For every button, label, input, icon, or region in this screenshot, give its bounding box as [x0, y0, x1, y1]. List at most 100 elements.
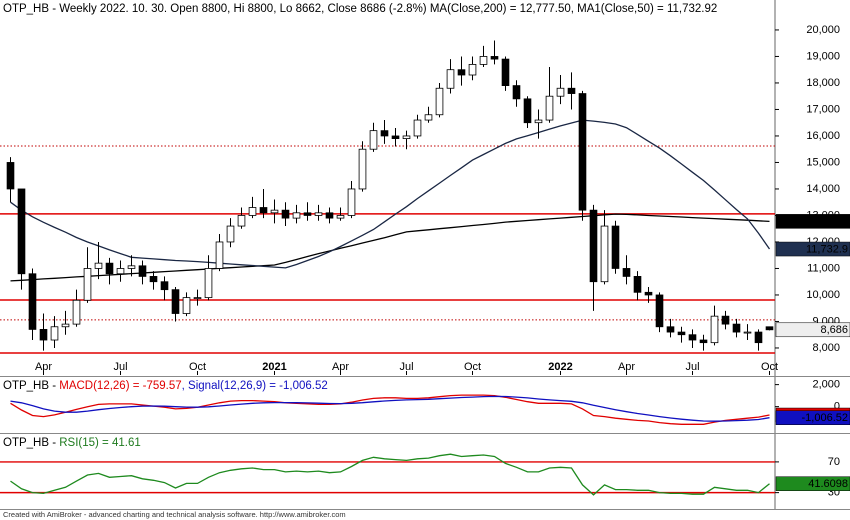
x-tick-label: Oct — [464, 361, 481, 373]
candle-body — [72, 299, 81, 325]
candle-body — [534, 119, 543, 124]
x-tick-label: Jul — [399, 361, 413, 373]
y-tick-label: 0 — [834, 401, 840, 413]
candle-body — [435, 87, 444, 116]
candle-body — [17, 188, 26, 275]
y-tick-label: 16,000 — [806, 130, 840, 142]
candle-body — [83, 268, 92, 301]
y-tick-label: 70 — [828, 456, 840, 468]
candle-body — [512, 85, 521, 100]
candle-body — [171, 289, 180, 314]
y-tick-label: 2,000 — [812, 379, 840, 391]
x-tick-label: Jul — [113, 361, 127, 373]
y-tick-label: 17,000 — [806, 103, 840, 115]
candle-body — [380, 130, 389, 137]
y-tick-label: 15,000 — [806, 156, 840, 168]
candle-body — [578, 93, 587, 211]
x-tick-label: Oct — [761, 361, 778, 373]
end-value-label-box — [775, 410, 850, 425]
x-tick-label: 2021 — [262, 361, 286, 373]
candle-body — [754, 331, 763, 344]
candle-body — [336, 215, 345, 219]
end-value-label-box — [775, 476, 850, 491]
candle-body — [281, 209, 290, 219]
candle-body — [479, 56, 488, 65]
candle-body — [743, 331, 752, 334]
y-tick-label: 18,000 — [806, 77, 840, 89]
last-close-label-box — [775, 322, 850, 338]
candle-body — [611, 225, 620, 269]
chart-title: OTP_HB - Weekly 2022. 10. 30. Open 8800,… — [3, 3, 717, 15]
candle-body — [710, 315, 719, 344]
candle-body — [314, 212, 323, 216]
candle-body — [699, 339, 708, 344]
candle-body — [545, 95, 554, 121]
candle-body — [39, 329, 48, 341]
candle-body — [413, 119, 422, 137]
candle-body — [61, 323, 70, 328]
x-tick-label: 2022 — [548, 361, 572, 373]
header-part: OTP_HB - — [3, 437, 59, 449]
candle-body — [303, 212, 312, 216]
header-part: RSI(15) = 41.61 — [59, 437, 141, 449]
candle-body — [677, 331, 686, 336]
candle-body — [622, 268, 631, 277]
header-part: MACD(12,26) = -759.57 — [59, 380, 181, 392]
candle-body — [688, 334, 697, 341]
candle-body — [270, 209, 279, 214]
candle-body — [490, 56, 499, 60]
candle-body — [633, 276, 642, 293]
candle-body — [259, 207, 268, 214]
y-tick-label: 10,000 — [806, 289, 840, 301]
header-part: OTP_HB - — [3, 380, 59, 392]
moving-average — [10, 213, 770, 282]
candle-body — [28, 273, 37, 330]
candle-body — [149, 276, 158, 283]
candle-body — [402, 135, 411, 140]
candle-body — [193, 297, 202, 300]
candle-body — [6, 162, 15, 190]
candle-body — [589, 209, 598, 283]
candle-body — [182, 297, 191, 314]
header-part: , Signal(12,26,9) = -1,006.52 — [182, 380, 328, 392]
indicator-line — [10, 394, 770, 425]
y-tick-label: 8,000 — [812, 342, 840, 354]
x-tick-label: Apr — [332, 361, 349, 373]
candle-body — [325, 212, 334, 219]
candle-body — [369, 130, 378, 150]
plot-layer: 8,0009,00010,00011,00012,00013,00014,000… — [0, 24, 850, 499]
candle-body — [567, 87, 576, 94]
last-close-label: 8,686 — [820, 324, 848, 336]
x-tick-label: Oct — [189, 361, 206, 373]
candle-body — [204, 268, 213, 299]
candle-body — [523, 98, 532, 124]
candle-body — [248, 207, 257, 216]
indicator-line — [10, 453, 770, 496]
y-tick-label: 11,000 — [807, 262, 840, 274]
panel-header: OTP_HB - MACD(12,26) = -759.57, Signal(1… — [3, 380, 328, 392]
candle-body — [732, 323, 741, 333]
x-tick-label: Apr — [35, 361, 52, 373]
candle-body — [358, 148, 367, 190]
x-tick-label: Apr — [618, 361, 635, 373]
candle-body — [237, 215, 246, 227]
candle-body — [501, 58, 510, 87]
candle-body — [457, 69, 466, 76]
y-tick-label: 20,000 — [806, 24, 840, 36]
indicator-line — [10, 395, 770, 422]
candle-body — [765, 326, 774, 331]
panel-header: OTP_HB - RSI(15) = 41.61 — [3, 437, 141, 449]
end-value-label-box — [775, 214, 850, 229]
candle-body — [215, 241, 224, 269]
candle-body — [138, 265, 147, 277]
candle-body — [424, 114, 433, 121]
candle-body — [391, 135, 400, 140]
candle-body — [94, 262, 103, 269]
candle-body — [347, 188, 356, 216]
y-tick-label: 14,000 — [806, 183, 840, 195]
end-value-label: 12,777.5 — [805, 216, 848, 228]
candle-body — [721, 315, 730, 325]
x-tick-label: Jul — [685, 361, 699, 373]
candle-body — [556, 87, 565, 97]
